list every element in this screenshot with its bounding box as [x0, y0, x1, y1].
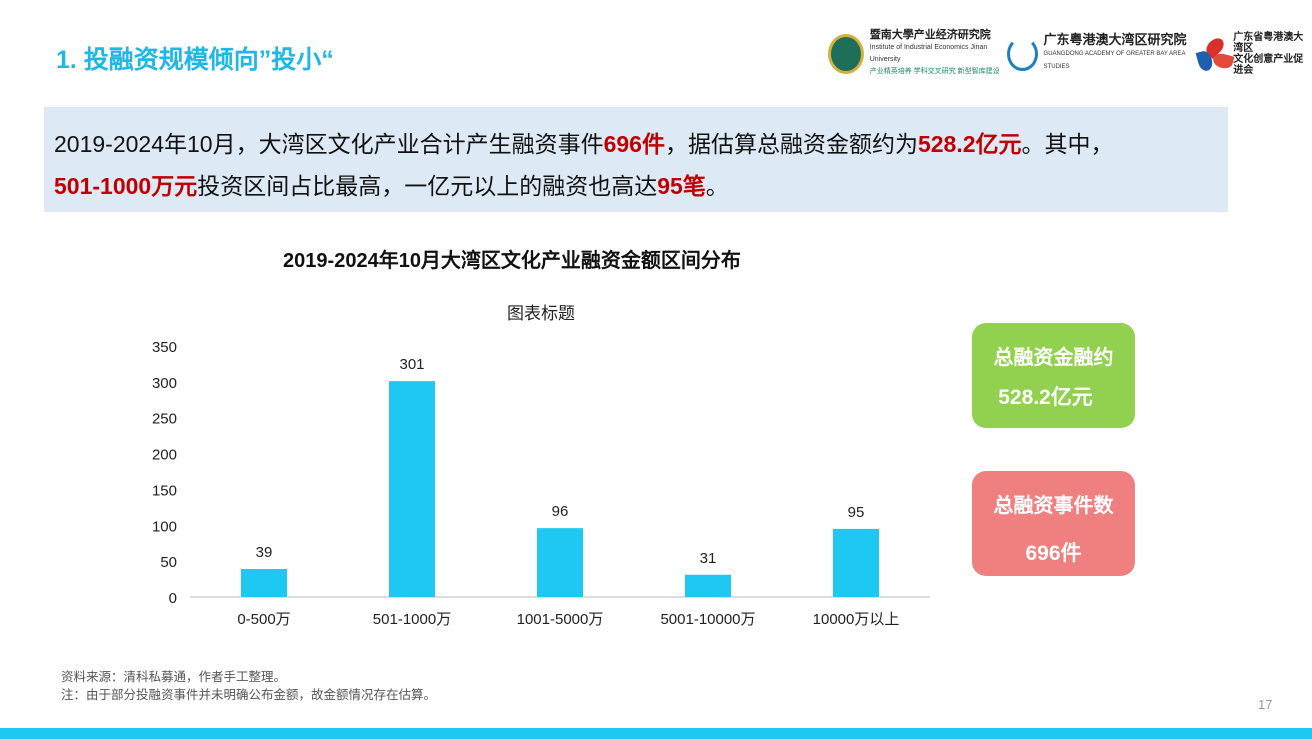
card-label: 总融资事件数: [993, 495, 1114, 517]
source-note: 资料来源：清科私募通，作者手工整理。: [61, 670, 287, 684]
summary-text: 。其中，: [1021, 131, 1114, 157]
highlight-range: 501-1000万元: [54, 173, 198, 199]
total-events-card: 总融资事件数 696件: [972, 471, 1135, 576]
data-label: 96: [552, 503, 569, 520]
bar: [833, 528, 879, 597]
y-tick-label: 300: [152, 375, 177, 392]
page-number: 17: [1258, 697, 1273, 712]
x-tick-label: 1001-5000万: [517, 611, 604, 628]
data-label: 39: [256, 544, 273, 561]
bottom-bar: [0, 728, 1312, 739]
summary-box: 2019-2024年10月，大湾区文化产业合计产生融资事件696件，据估算总融资…: [44, 107, 1228, 212]
total-amount-card: 总融资金融约 528.2亿元: [972, 323, 1135, 428]
data-label: 95: [848, 504, 865, 521]
chart-subtitle: 图表标题: [507, 304, 575, 323]
summary-text: 2019-2024年10月，大湾区文化产业合计产生融资事件: [54, 131, 604, 157]
summary-text: ，据估算总融资金额约为: [664, 131, 918, 157]
jnu-logo-text: 暨南大學产业经济研究院 Institute of Industrial Econo…: [869, 29, 1000, 76]
y-tick-label: 150: [152, 482, 177, 499]
data-label: 301: [399, 356, 424, 373]
gba-logo-text: 广东粤港澳大湾区研究院 GUANGDONG ACADEMY OF GREATER …: [1043, 32, 1187, 70]
x-tick-label: 501-1000万: [373, 611, 451, 628]
slide-title: 1. 投融资规模倾向”投小“: [56, 46, 334, 74]
notes: 资料来源：清科私募通，作者手工整理。 注：由于部分投融资事件并未明确公布金额，故…: [61, 668, 436, 704]
data-label: 31: [700, 550, 717, 567]
gba-globe-logo: [1007, 36, 1038, 71]
assoc-logo-text: 广东省粤港澳大湾区 文化创意产业促进会: [1233, 31, 1304, 76]
assoc-logo: [1195, 34, 1235, 72]
bar: [389, 381, 435, 597]
bar: [537, 528, 583, 597]
highlight-events: 696件: [603, 131, 665, 157]
summary-text: 。: [705, 173, 729, 199]
bar-chart: 图表标题 0 50 100 150 200 250 300 350 39 0-500万 301 501-…: [152, 304, 930, 628]
estimate-note: 注：由于部分投融资事件并未明确公布金额，故金额情况存在估算。: [61, 688, 437, 702]
y-tick-label: 250: [152, 411, 177, 428]
bar: [241, 569, 287, 597]
highlight-amount: 528.2亿元: [917, 131, 1022, 157]
summary-text: 投资区间占比最高，一亿元以上的融资也高达: [197, 173, 658, 199]
x-tick-label: 5001-10000万: [660, 611, 755, 628]
card-value: 696件: [1025, 542, 1082, 565]
logos: 暨南大學产业经济研究院 Institute of Industrial Econo…: [828, 30, 1312, 77]
y-tick-label: 350: [152, 339, 177, 356]
chart-title: 2019-2024年10月大湾区文化产业融资金额区间分布: [283, 250, 741, 272]
y-tick-label: 200: [152, 447, 177, 464]
card-label: 总融资金融约: [993, 347, 1114, 369]
y-tick-label: 100: [152, 518, 177, 535]
y-tick-label: 0: [169, 590, 177, 607]
card-value: 528.2亿元: [998, 386, 1093, 409]
y-tick-label: 50: [160, 554, 177, 571]
bar: [685, 574, 731, 597]
highlight-count: 95笔: [657, 173, 706, 199]
x-tick-label: 0-500万: [237, 611, 290, 628]
x-tick-label: 10000万以上: [813, 611, 900, 628]
jnu-seal-logo: [828, 33, 864, 74]
